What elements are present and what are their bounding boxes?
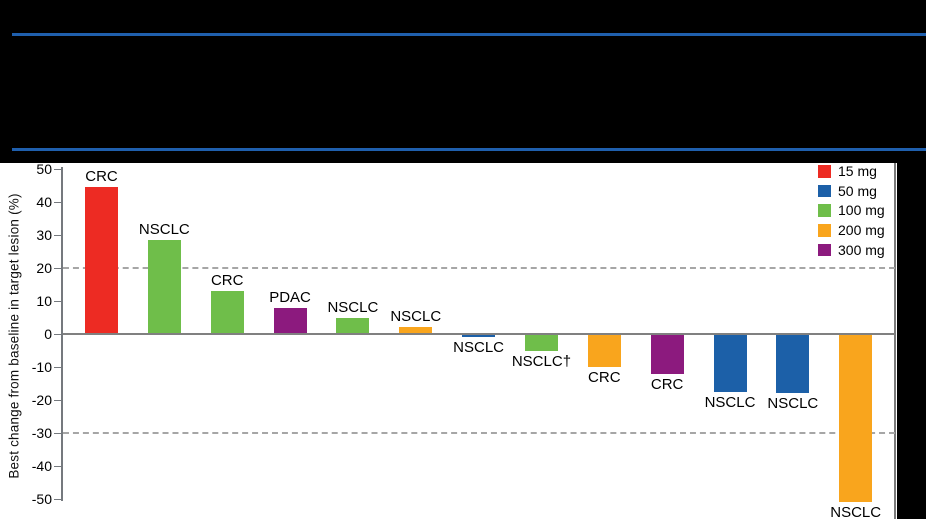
bar <box>399 327 433 334</box>
bar <box>713 334 747 392</box>
legend-swatch <box>818 224 831 237</box>
bar-label: NSCLC <box>390 308 442 326</box>
header-divider-rule <box>12 148 926 151</box>
bar-label: NSCLC <box>767 395 819 413</box>
zero-baseline <box>63 333 895 335</box>
y-tick-label: 20 <box>36 260 52 276</box>
reference-line <box>63 267 895 269</box>
y-tick-label: 10 <box>36 293 52 309</box>
bar <box>839 334 873 503</box>
bar-label: NSCLC† <box>511 352 572 370</box>
y-tick-label: 30 <box>36 227 52 243</box>
y-tick <box>54 333 61 335</box>
y-tick-label: 50 <box>36 161 52 177</box>
y-tick <box>54 366 61 368</box>
y-tick <box>54 498 61 500</box>
reference-line <box>63 432 895 434</box>
chart-panel: Best change from baseline in target lesi… <box>0 161 897 519</box>
bar-label: PDAC <box>269 288 311 306</box>
bar <box>587 334 621 367</box>
y-tick-label: 40 <box>36 194 52 210</box>
y-axis <box>61 167 63 501</box>
bar <box>85 187 118 334</box>
legend-label: 50 mg <box>838 182 877 199</box>
legend-label: 100 mg <box>838 202 885 219</box>
y-tick-label: 0 <box>44 326 52 342</box>
legend-swatch <box>818 204 831 217</box>
y-tick-label: -50 <box>31 491 52 507</box>
bar <box>462 334 496 338</box>
y-tick <box>54 465 61 467</box>
bar-label: CRC <box>85 168 118 186</box>
bar <box>776 334 810 394</box>
bar-label: NSCLC <box>704 393 756 411</box>
legend-label: 300 mg <box>838 241 885 258</box>
y-tick-label: -40 <box>31 458 52 474</box>
bar-label: NSCLC <box>327 298 379 316</box>
header-redacted-area <box>0 0 926 163</box>
bar <box>336 317 370 334</box>
legend-label: 200 mg <box>838 222 885 239</box>
bar <box>650 334 684 374</box>
y-tick <box>54 399 61 401</box>
y-tick-label: -20 <box>31 392 52 408</box>
y-tick <box>54 300 61 302</box>
bar <box>147 239 181 334</box>
y-tick <box>54 432 61 434</box>
bar <box>210 291 244 334</box>
y-tick <box>54 201 61 203</box>
legend-swatch <box>818 165 831 178</box>
top-divider-rule <box>12 33 926 36</box>
y-tick-label: -10 <box>31 359 52 375</box>
bar-label: CRC <box>588 369 621 386</box>
legend-label: 15 mg <box>838 163 877 179</box>
bar <box>524 334 558 351</box>
legend-swatch <box>818 243 831 257</box>
bar-label: NSCLC <box>138 220 190 238</box>
y-tick <box>54 267 61 269</box>
bar-label: CRC <box>650 375 684 393</box>
bar-label: NSCLC <box>453 339 505 357</box>
plot-right-border <box>894 163 896 519</box>
legend-swatch <box>818 184 831 198</box>
bar-label: NSCLC <box>830 504 882 519</box>
y-tick <box>54 234 61 236</box>
bar-label: CRC <box>210 272 244 290</box>
y-tick-label: -30 <box>31 425 52 441</box>
y-tick <box>54 168 61 170</box>
bar <box>273 307 307 334</box>
